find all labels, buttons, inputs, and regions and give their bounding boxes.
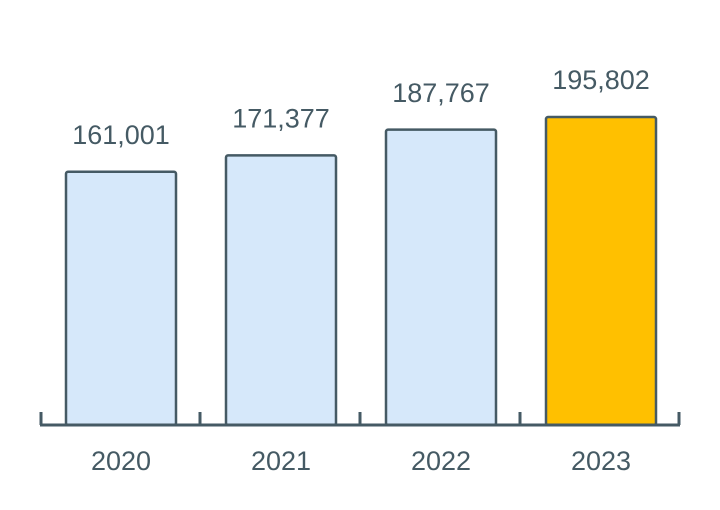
value-label: 161,001 — [72, 120, 170, 150]
bar — [384, 128, 498, 427]
value-label: 195,802 — [552, 65, 650, 95]
bar — [544, 115, 658, 427]
x-tick-label: 2020 — [91, 446, 151, 476]
value-label: 187,767 — [392, 78, 490, 108]
x-tick-label: 2023 — [571, 446, 631, 476]
value-label: 171,377 — [232, 104, 330, 134]
bar — [64, 170, 178, 427]
bar — [224, 154, 338, 427]
x-axis — [39, 412, 681, 427]
x-tick-label: 2022 — [411, 446, 471, 476]
x-tick-label: 2021 — [251, 446, 311, 476]
